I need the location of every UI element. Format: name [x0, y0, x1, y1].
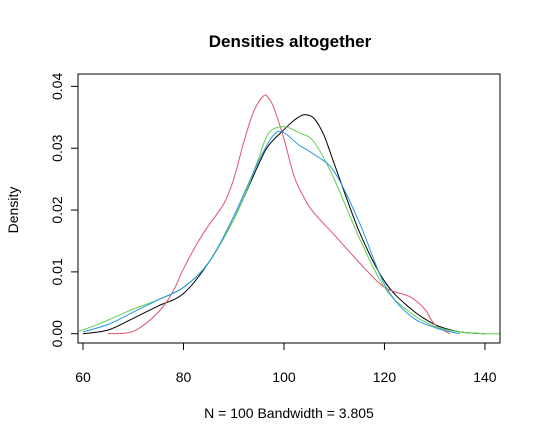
y-tick-label-0.04: 0.04: [49, 73, 65, 100]
y-tick-label-0.00: 0.00: [49, 320, 65, 347]
y-axis: 0.00 0.01 0.02 0.03 0.04: [49, 73, 79, 347]
x-tick-label-60: 60: [75, 369, 91, 385]
y-tick-label-0.02: 0.02: [49, 196, 65, 223]
x-tick-label-120: 120: [373, 369, 397, 385]
y-tick-label-0.03: 0.03: [49, 134, 65, 161]
y-tick-label-0.01: 0.01: [49, 258, 65, 285]
plot-area: [77, 94, 501, 335]
x-axis-label: N = 100 Bandwidth = 3.805: [204, 405, 374, 421]
density-line-1: [82, 114, 485, 335]
density-line-3: [77, 126, 501, 335]
chart-title: Densities altogether: [209, 32, 372, 51]
x-axis: 60 80 100 120 140: [75, 342, 497, 385]
x-tick-label-80: 80: [176, 369, 192, 385]
x-tick-label-140: 140: [473, 369, 497, 385]
density-line-4: [82, 130, 460, 335]
plot-frame: [77, 73, 501, 344]
x-tick-label-100: 100: [272, 369, 296, 385]
y-axis-label: Density: [5, 187, 21, 234]
